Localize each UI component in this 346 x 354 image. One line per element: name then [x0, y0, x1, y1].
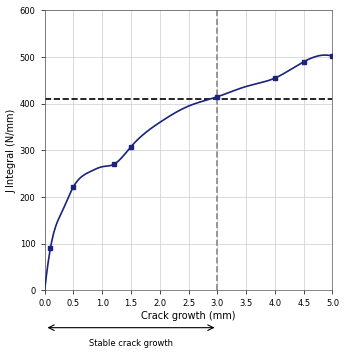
Y-axis label: J Integral (N/mm): J Integral (N/mm): [7, 108, 17, 193]
Text: Stable crack growth: Stable crack growth: [89, 339, 173, 348]
X-axis label: Crack growth (mm): Crack growth (mm): [141, 311, 236, 321]
